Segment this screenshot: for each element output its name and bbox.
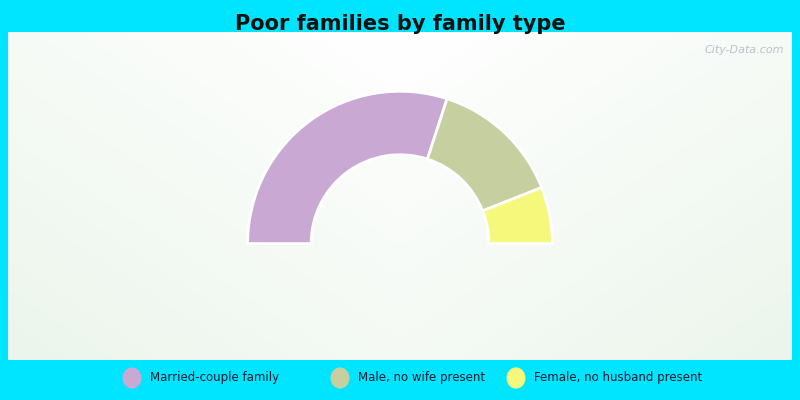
Text: Married-couple family: Married-couple family xyxy=(150,372,279,384)
Text: City-Data.com: City-Data.com xyxy=(705,45,784,55)
Text: Female, no husband present: Female, no husband present xyxy=(534,372,702,384)
Text: Poor families by family type: Poor families by family type xyxy=(234,14,566,34)
Wedge shape xyxy=(248,91,447,244)
Wedge shape xyxy=(427,99,542,211)
Ellipse shape xyxy=(123,368,141,388)
Ellipse shape xyxy=(331,368,349,388)
Text: Male, no wife present: Male, no wife present xyxy=(358,372,486,384)
Wedge shape xyxy=(482,188,552,244)
Ellipse shape xyxy=(507,368,525,388)
